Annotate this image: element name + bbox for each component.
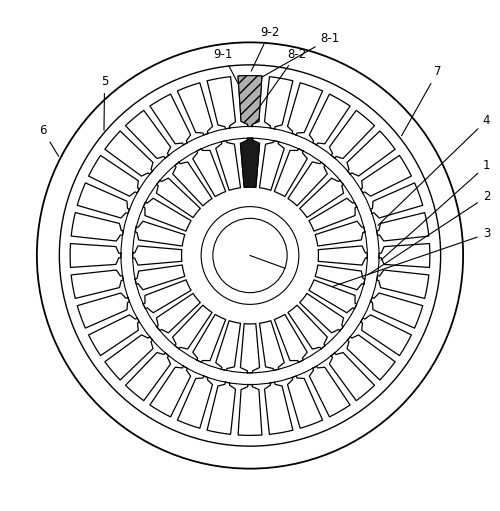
Text: 8-2: 8-2 — [254, 48, 306, 114]
Text: 7: 7 — [402, 65, 442, 136]
Text: 4: 4 — [378, 114, 490, 225]
Polygon shape — [240, 138, 260, 188]
Text: 5: 5 — [101, 75, 108, 130]
Text: 9-2: 9-2 — [251, 26, 279, 71]
Text: 6: 6 — [39, 124, 58, 156]
Text: 1: 1 — [381, 159, 490, 260]
Text: 3: 3 — [332, 227, 490, 287]
Text: 9-1: 9-1 — [213, 48, 240, 87]
Text: 8-1: 8-1 — [258, 32, 340, 79]
Text: 2: 2 — [368, 190, 490, 275]
Polygon shape — [238, 76, 262, 126]
